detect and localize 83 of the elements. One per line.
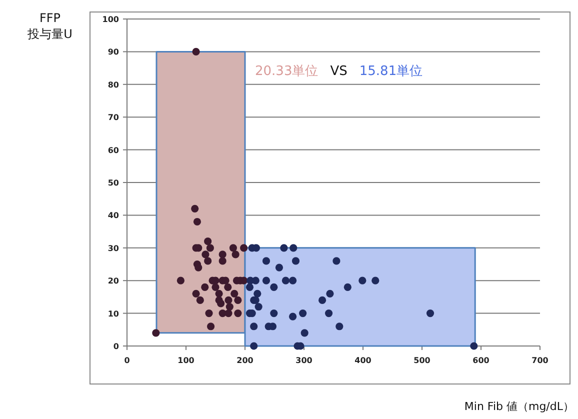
point xyxy=(299,310,307,318)
point xyxy=(217,300,225,308)
point xyxy=(292,257,300,265)
point xyxy=(290,244,298,252)
point xyxy=(358,276,366,284)
point xyxy=(218,257,226,265)
annotation: VS xyxy=(330,64,348,79)
point xyxy=(252,276,260,284)
point xyxy=(240,244,248,252)
y-tick-label: 50 xyxy=(108,178,120,188)
y-tick-label: 60 xyxy=(108,146,120,155)
point xyxy=(288,312,297,320)
point xyxy=(324,310,333,318)
point xyxy=(204,257,212,265)
y-tick-label: 10 xyxy=(108,309,120,318)
point xyxy=(176,276,184,284)
point xyxy=(232,250,240,258)
y-tick-label: 100 xyxy=(102,15,120,24)
point xyxy=(224,296,232,304)
point xyxy=(234,310,242,318)
x-tick-label: 100 xyxy=(178,356,195,365)
point xyxy=(194,264,202,272)
point xyxy=(262,257,270,265)
point xyxy=(206,322,215,330)
point xyxy=(250,342,258,350)
y-tick-label: 30 xyxy=(108,244,120,253)
annotation: 15.81単位 xyxy=(359,64,423,79)
point xyxy=(332,257,340,265)
y-tick-label: 40 xyxy=(108,211,120,220)
point xyxy=(230,290,238,298)
point xyxy=(193,218,202,226)
point xyxy=(275,264,284,272)
point xyxy=(205,310,213,318)
point xyxy=(218,250,226,258)
y-axis-title: FFP 投与量U xyxy=(26,11,72,41)
x-tick-label: 400 xyxy=(354,356,372,365)
point xyxy=(229,244,237,252)
point xyxy=(300,329,308,337)
y-tick-label: 80 xyxy=(108,80,120,90)
point xyxy=(426,310,434,318)
point xyxy=(270,283,278,291)
point xyxy=(215,290,223,298)
y-tick-label: 0 xyxy=(113,342,120,351)
point xyxy=(204,238,212,246)
point xyxy=(196,296,204,304)
point xyxy=(470,342,478,350)
y-tick-label: 20 xyxy=(108,276,120,286)
point xyxy=(152,329,160,337)
point xyxy=(280,244,288,252)
point xyxy=(282,276,290,284)
point xyxy=(192,48,200,56)
x-tick-label: 600 xyxy=(472,356,490,365)
point xyxy=(262,276,270,284)
y-tick-label: 90 xyxy=(108,48,120,57)
x-axis-title: Min Fib 値（mg/dL） xyxy=(464,400,574,413)
point xyxy=(326,290,334,298)
point xyxy=(226,302,234,311)
y-tick-label: 70 xyxy=(108,113,120,122)
point xyxy=(344,283,352,291)
point xyxy=(270,310,278,318)
x-tick-label: 700 xyxy=(532,356,549,365)
point xyxy=(201,283,209,291)
annotation: 20.33単位 xyxy=(255,64,318,79)
point xyxy=(202,250,210,258)
point xyxy=(192,290,200,298)
point xyxy=(224,283,232,291)
point xyxy=(234,296,242,304)
point xyxy=(224,310,232,318)
point xyxy=(250,322,258,330)
point xyxy=(254,302,262,311)
point xyxy=(336,322,344,330)
point xyxy=(288,276,297,284)
x-tick-label: 0 xyxy=(124,356,130,365)
point xyxy=(372,276,380,284)
point xyxy=(318,296,326,304)
point xyxy=(254,290,262,298)
point xyxy=(191,204,199,212)
x-tick-label: 200 xyxy=(236,356,254,365)
point xyxy=(206,244,214,252)
point xyxy=(212,283,220,291)
point xyxy=(246,283,254,291)
x-tick-label: 500 xyxy=(414,356,431,365)
x-tick-label: 300 xyxy=(296,356,313,365)
